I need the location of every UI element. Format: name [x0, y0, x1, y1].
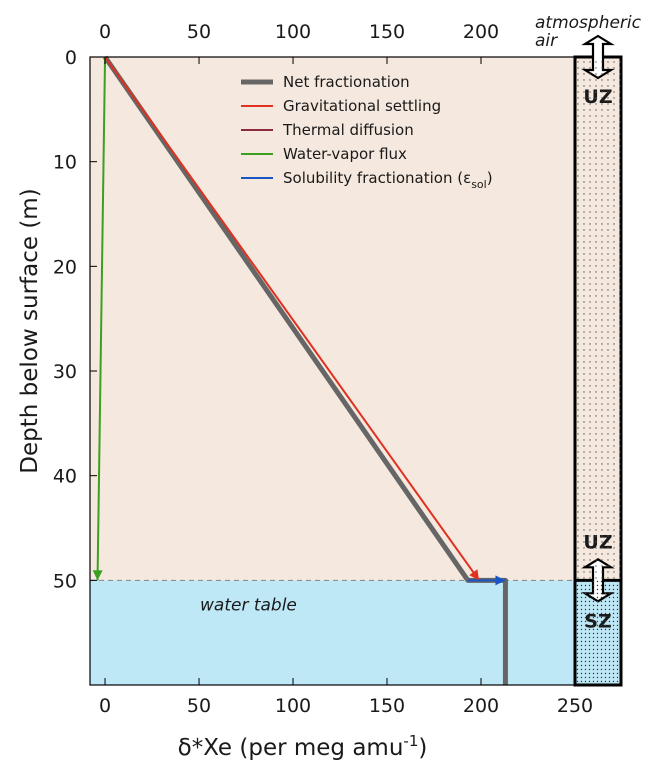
saturated-zone-background — [90, 580, 575, 685]
x-top-tick-label: 100 — [275, 21, 311, 43]
atmospheric-air-label-line2: air — [535, 31, 558, 51]
y-tick-label: 30 — [53, 361, 77, 383]
legend-label-gravitational-settling: Gravitational settling — [283, 97, 441, 115]
x-tick-label: 250 — [557, 695, 593, 717]
saturated-zone-dots — [575, 580, 621, 685]
x-top-tick-label: 150 — [369, 21, 405, 43]
x-top-tick-label: 50 — [187, 21, 211, 43]
x-tick-label: 50 — [187, 695, 211, 717]
legend: Net fractionation Gravitational settling T… — [241, 73, 493, 191]
x-top-tick-label: 0 — [99, 21, 111, 43]
legend-label-solubility-fractionation: Solubility fractionation (εsol) — [283, 169, 493, 191]
x-tick-label: 0 — [99, 695, 111, 717]
y-tick-label: 10 — [53, 152, 77, 174]
series-line-water-vapor-flux — [96, 56, 107, 581]
y-tick-label: 50 — [53, 570, 77, 592]
x-axis-label: δ*Xe (per meg amu-1) — [178, 732, 428, 761]
y-axis-label: Depth below surface (m) — [17, 188, 43, 473]
y-tick-label: 40 — [53, 466, 77, 488]
atmospheric-air-label-line1: atmospheric — [535, 13, 642, 33]
y-tick-label: 0 — [65, 47, 77, 69]
unsaturated-zone-dots — [575, 57, 621, 581]
x-tick-label: 150 — [369, 695, 405, 717]
series-arrowhead-water-vapor-flux — [92, 570, 103, 581]
legend-label-net-fractionation: Net fractionation — [283, 73, 410, 91]
legend-label-water-vapor-flux: Water-vapor flux — [283, 145, 407, 163]
x-tick-label: 100 — [275, 695, 311, 717]
water-table-label: water table — [200, 595, 297, 615]
unsaturated-zone-background — [90, 57, 575, 581]
series-layer — [92, 55, 508, 685]
legend-label-thermal-diffusion: Thermal diffusion — [282, 121, 414, 139]
series-arrowhead-solubility-fractionation — [495, 575, 506, 586]
y-tick-label: 20 — [53, 256, 77, 278]
series-line-gravitational-settling — [104, 56, 480, 581]
tick-layer: 0 50 100 150 200 250 0 50 100 150 200 0 10 20 30 40 50 — [53, 21, 593, 717]
x-top-tick-label: 200 — [463, 21, 499, 43]
x-tick-label: 200 — [463, 695, 499, 717]
series-arrowhead-gravitational-settling — [469, 569, 480, 581]
